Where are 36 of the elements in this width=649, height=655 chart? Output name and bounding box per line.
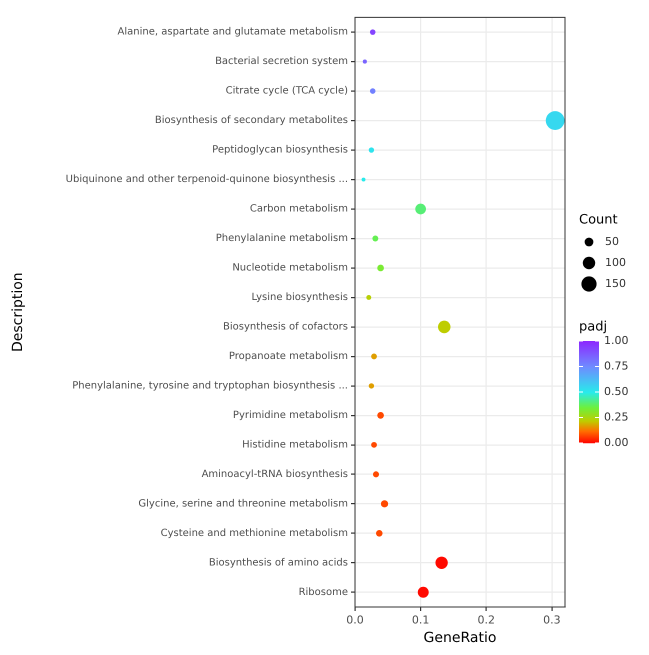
y-tick-label: Ribosome: [298, 586, 348, 598]
y-tick-label: Bacterial secretion system: [215, 56, 348, 68]
color-bar-label: 0.75: [604, 359, 628, 372]
legend-label: 150: [605, 276, 626, 290]
y-tick-label: Phenylalanine metabolism: [216, 233, 348, 244]
color-bar-title: padj: [579, 319, 608, 334]
y-tick-label: Propanoate metabolism: [228, 351, 348, 362]
y-tick-label: Phenylalanine, tyrosine and tryptophan biosynthesis ...: [72, 380, 348, 392]
color-bar-label: 0.00: [604, 436, 628, 449]
y-axis-title: Description: [10, 272, 26, 352]
y-tick-label: Aminoacyl-tRNA biosynthesis: [202, 468, 348, 480]
y-tick-label: Cysteine and methionine metabolism: [160, 528, 348, 539]
legend-label: 50: [605, 234, 619, 248]
x-axis-title: GeneRatio: [424, 630, 496, 646]
y-tick-label: Biosynthesis of secondary metabolites: [154, 115, 348, 126]
y-tick-label: Pyrimidine metabolism: [232, 410, 348, 421]
y-tick-label: Biosynthesis of amino acids: [208, 557, 348, 568]
x-tick-label: 0.0: [346, 613, 364, 626]
color-bar-label: 0.25: [604, 410, 628, 424]
legend-title: Count: [579, 212, 618, 228]
y-tick-label: Biosynthesis of cofactors: [223, 322, 348, 333]
y-tick-label: Nucleotide metabolism: [232, 262, 348, 274]
y-tick-label: Citrate cycle (TCA cycle): [226, 86, 348, 97]
x-tick-label: 0.2: [478, 613, 495, 626]
y-tick-label: Lysine biosynthesis: [251, 292, 348, 304]
y-tick-label: Alanine, aspartate and glutamate metabolism: [118, 26, 348, 38]
y-tick-label: Glycine, serine and threonine metabolism: [138, 498, 348, 510]
color-bar-label: 1.00: [604, 334, 628, 347]
y-tick-label: Peptidoglycan biosynthesis: [212, 144, 348, 156]
legend-label: 100: [605, 256, 626, 269]
y-tick-label: Carbon metabolism: [250, 204, 348, 215]
x-tick-label: 0.3: [543, 613, 561, 626]
y-tick-label: Ubiquinone and other terpenoid-quinone biosynthesis ...: [66, 174, 348, 186]
color-bar-label: 0.50: [604, 384, 628, 398]
x-tick-label: 0.1: [412, 613, 430, 626]
y-tick-label: Histidine metabolism: [242, 439, 348, 450]
